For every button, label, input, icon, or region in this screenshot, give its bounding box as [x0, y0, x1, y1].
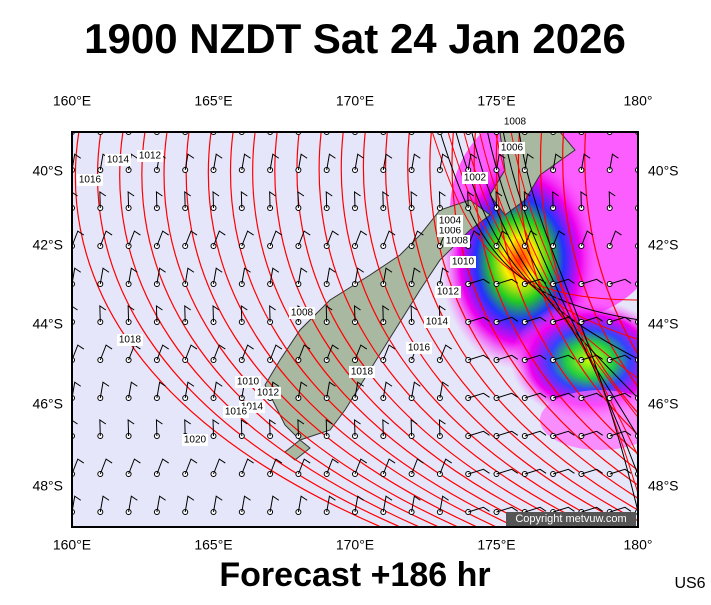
barb [638, 507, 659, 512]
isobar-label: 1002 [464, 173, 487, 184]
isobar-label: 1020 [184, 435, 207, 446]
lon-label: 180° [624, 537, 653, 553]
model-code: US6 [674, 575, 705, 592]
isobar-label: 1010 [237, 377, 260, 388]
isobar-label: 1012 [257, 388, 280, 399]
lon-label: 160°E [53, 93, 91, 109]
barb [355, 117, 367, 132]
barb [327, 117, 339, 132]
lon-label: 170°E [336, 93, 374, 109]
barb [638, 279, 659, 284]
barb [298, 117, 310, 132]
barb [638, 431, 659, 436]
lat-label: 46°S [648, 396, 679, 412]
lon-label: 175°E [477, 93, 515, 109]
forecast-label: Forecast +186 hr [219, 556, 490, 594]
lat-label: 42°S [32, 237, 63, 253]
isobar-label: 1012 [437, 287, 460, 298]
isobar-label: 1014 [426, 317, 449, 328]
barb [638, 469, 659, 474]
lon-label: 170°E [336, 537, 374, 553]
barb [214, 117, 226, 132]
lat-label: 40°S [648, 163, 679, 179]
title: 1900 NZDT Sat 24 Jan 2026 [84, 15, 626, 62]
isobar-label: 1010 [452, 257, 475, 268]
barb [553, 117, 565, 132]
barb [100, 117, 112, 132]
barb [638, 355, 659, 360]
lon-label: 180° [624, 93, 653, 109]
isobar-label: 1016 [79, 175, 102, 186]
lon-label: 160°E [53, 537, 91, 553]
isobar-label: 1006 [501, 143, 524, 154]
barb [468, 117, 480, 132]
isobar-label: 1006 [439, 226, 462, 237]
barb [581, 117, 593, 132]
copyright: Copyright metvuw.com [515, 513, 626, 525]
isobar-label: 1016 [225, 407, 248, 418]
lon-label: 165°E [194, 93, 232, 109]
barb [383, 117, 395, 132]
lat-label: 42°S [648, 237, 679, 253]
barb [129, 117, 141, 132]
rain-area [540, 390, 660, 450]
isobar-label: 1016 [408, 343, 431, 354]
barb [157, 117, 169, 132]
isobar-label: 1018 [351, 367, 374, 378]
isobar-label: 1014 [107, 155, 130, 166]
lon-label: 165°E [194, 537, 232, 553]
barb [440, 117, 452, 132]
lat-label: 40°S [32, 163, 63, 179]
barb [72, 117, 84, 132]
lat-label: 44°S [648, 316, 679, 332]
barb [638, 117, 650, 132]
lon-label: 175°E [477, 537, 515, 553]
barb [412, 117, 424, 132]
barb [185, 117, 197, 132]
lat-label: 46°S [32, 396, 63, 412]
isobar-label: 1012 [139, 151, 162, 162]
barb [270, 117, 282, 132]
isobar-label: 1008 [291, 308, 314, 319]
isobar-label: 1018 [119, 335, 142, 346]
isobar-label: 1008 [446, 236, 469, 247]
barb [242, 117, 254, 132]
lat-label: 48°S [648, 478, 679, 494]
barb [638, 154, 647, 170]
isobar-label: 1004 [439, 216, 462, 227]
isobar-label: 1008 [504, 117, 527, 128]
barb [610, 117, 622, 132]
lat-label: 44°S [32, 316, 63, 332]
lat-label: 48°S [32, 478, 63, 494]
